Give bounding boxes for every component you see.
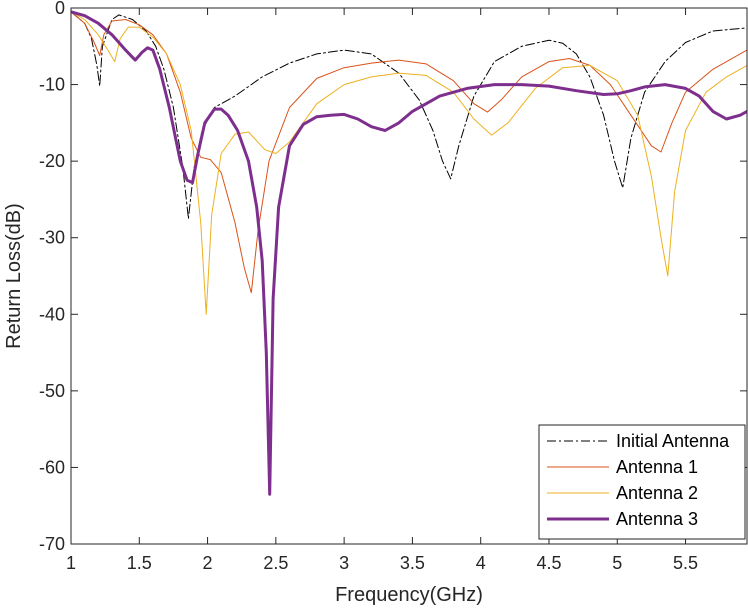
x-tick-label: 3.5 [400, 553, 425, 573]
x-tick-label: 4 [476, 553, 486, 573]
y-tick-label: -30 [39, 228, 65, 248]
series-line-initial-antenna [71, 11, 747, 220]
series-line-antenna-1 [71, 11, 747, 294]
y-tick-label: -10 [39, 75, 65, 95]
series-line-antenna-3 [71, 10, 747, 496]
legend-item-antenna-1: Antenna 1 [547, 457, 698, 477]
x-tick-label: 2.5 [263, 553, 288, 573]
x-tick-label: 5 [612, 553, 622, 573]
x-tick-label: 1 [66, 553, 76, 573]
x-tick-label: 1.5 [127, 553, 152, 573]
y-tick-layer: 0 -10 -20 -30 -40 -50 -60 -70 [39, 0, 747, 554]
x-tick-label: 3 [339, 553, 349, 573]
legend-label: Antenna 1 [616, 457, 698, 477]
y-tick-label: -70 [39, 534, 65, 554]
y-tick-label: 0 [55, 0, 65, 18]
x-tick-layer: 1 1.5 2 2.5 3 3.5 4 4.5 5 5.5 [66, 8, 698, 573]
plot-frame [70, 7, 748, 545]
legend-label: Initial Antenna [616, 431, 730, 451]
y-tick-label: -40 [39, 304, 65, 324]
y-tick-label: -20 [39, 151, 65, 171]
legend-label: Antenna 3 [616, 509, 698, 529]
x-axis-label: Frequency(GHz) [335, 584, 483, 606]
legend-item-initial-antenna: Initial Antenna [547, 431, 730, 451]
legend: Initial Antenna Antenna 1 Antenna 2 Antenna… [538, 424, 746, 540]
x-tick-label: 5.5 [673, 553, 698, 573]
x-tick-label: 4.5 [536, 553, 561, 573]
legend-item-antenna-3: Antenna 3 [547, 509, 698, 529]
y-axis-label: Return Loss(dB) [3, 203, 25, 349]
y-tick-label: -50 [39, 381, 65, 401]
x-tick-label: 2 [203, 553, 213, 573]
legend-item-antenna-2: Antenna 2 [547, 483, 698, 503]
y-tick-label: -60 [39, 457, 65, 477]
legend-label: Antenna 2 [616, 483, 698, 503]
series-layer [71, 10, 747, 496]
series-line-antenna-2 [71, 11, 747, 315]
